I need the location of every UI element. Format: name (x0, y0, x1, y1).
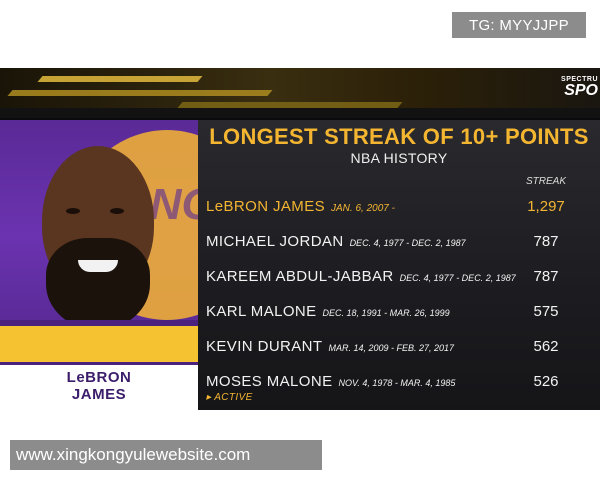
player-panel: ANG LeBRON JAMES (0, 120, 198, 410)
graphic-title: LONGEST STREAK OF 10+ POINTS (209, 124, 589, 149)
player-last-name: JAMES (71, 386, 127, 403)
row-player-name: KEVIN DURANT MAR. 14, 2009 - FEB. 27, 201… (206, 338, 455, 355)
row-player-name: MICHAEL JORDAN DEC. 4, 1977 - DEC. 2, 198… (206, 233, 466, 250)
row-streak-value: 562 (533, 338, 559, 355)
player-name-box: LeBRON JAMES (0, 362, 198, 410)
watermark-bottom: www.xingkongyulewebsite.com (10, 440, 322, 470)
table-row: LeBRON JAMES JAN. 6, 2007 - 1,297 (198, 190, 600, 224)
player-eye (66, 208, 80, 214)
row-streak-value: 787 (533, 233, 559, 250)
table-row: KARL MALONE DEC. 18, 1991 - MAR. 26, 1999… (198, 295, 600, 329)
row-streak-value: 526 (533, 373, 559, 390)
player-smile (78, 260, 118, 272)
row-player-name: MOSES MALONE NOV. 4, 1978 - MAR. 4, 1985 (206, 373, 456, 390)
player-eye (110, 208, 124, 214)
table-row: MICHAEL JORDAN DEC. 4, 1977 - DEC. 2, 198… (198, 225, 600, 259)
stats-panel: LONGEST STREAK OF 10+ POINTS NBA HISTORY… (198, 120, 600, 410)
divider (0, 108, 600, 118)
row-dates: JAN. 6, 2007 - (331, 203, 395, 214)
broadcast-graphic: SPECTRU SPO ANG LeBRON JAMES LONGEST STR… (0, 68, 600, 410)
network-logo: SPECTRU SPO (561, 76, 598, 99)
row-streak-value: 787 (533, 268, 559, 285)
row-streak-value: 1,297 (527, 198, 565, 215)
active-legend: ▸ ACTIVE (206, 392, 253, 403)
row-player-name: LeBRON JAMES JAN. 6, 2007 - (206, 198, 395, 215)
network-logo-line2: SPO (564, 82, 598, 99)
network-logo-line1: SPECTRU (561, 76, 598, 83)
row-dates: DEC. 4, 1977 - DEC. 2, 1987 (399, 273, 516, 283)
row-player-name: KAREEM ABDUL-JABBAR DEC. 4, 1977 - DEC. 2… (206, 268, 516, 285)
row-player-name: KARL MALONE DEC. 18, 1991 - MAR. 26, 1999 (206, 303, 450, 320)
banner-stripe (37, 76, 203, 82)
table-row: KEVIN DURANT MAR. 14, 2009 - FEB. 27, 201… (198, 330, 600, 364)
player-first-name: LeBRON (66, 369, 132, 386)
row-streak-value: 575 (533, 303, 559, 320)
row-dates: DEC. 18, 1991 - MAR. 26, 1999 (322, 308, 450, 318)
player-beard (46, 238, 150, 330)
row-dates: DEC. 4, 1977 - DEC. 2, 1987 (349, 238, 466, 248)
row-dates: MAR. 14, 2009 - FEB. 27, 2017 (328, 343, 455, 353)
banner-stripe (7, 90, 273, 96)
graphic-subtitle: NBA HISTORY (350, 150, 448, 166)
column-header-streak: STREAK (525, 176, 566, 187)
table-row: KAREEM ABDUL-JABBAR DEC. 4, 1977 - DEC. 2… (198, 260, 600, 294)
watermark-top: TG: MYYJJPP (452, 12, 586, 38)
table-row: MOSES MALONE NOV. 4, 1978 - MAR. 4, 1985 … (198, 365, 600, 399)
row-dates: NOV. 4, 1978 - MAR. 4, 1985 (338, 378, 456, 388)
